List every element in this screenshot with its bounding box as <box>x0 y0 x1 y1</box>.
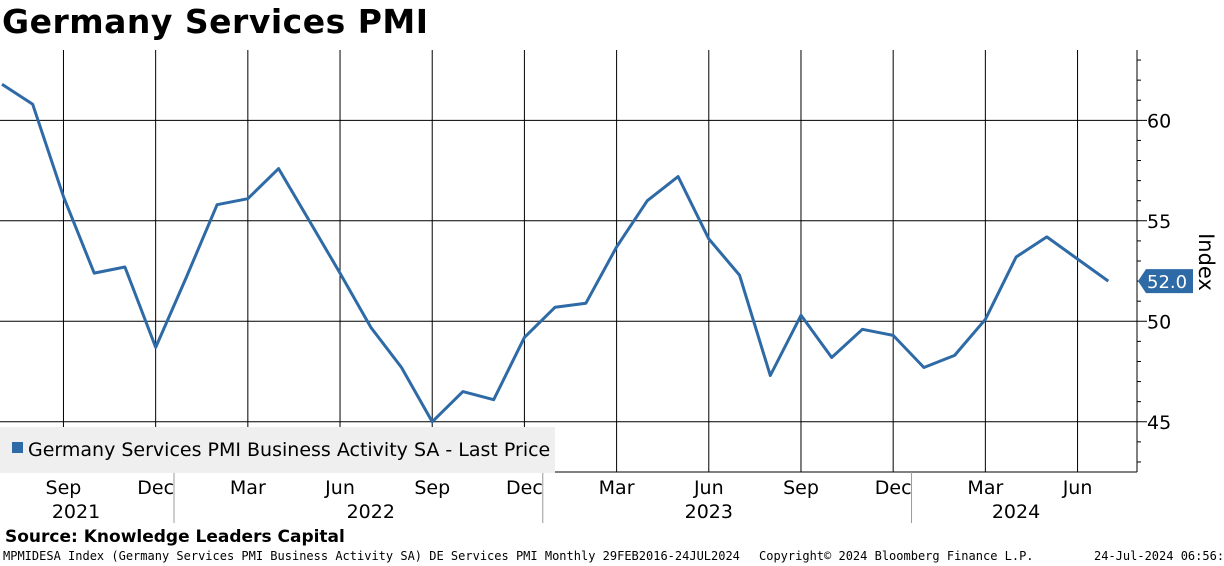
legend-swatch <box>12 442 23 453</box>
series-lines <box>1 82 1110 424</box>
source-note: Source: Knowledge Leaders Capital <box>5 527 345 547</box>
legend: Germany Services PMI Business Activity S… <box>0 427 555 473</box>
legend-entry: Germany Services PMI Business Activity S… <box>28 439 550 461</box>
horizontal-gridlines <box>0 119 1147 423</box>
footer-timestamp: 24-Jul-2024 06:56:02 <box>1094 549 1224 563</box>
x-tick-label: Dec <box>506 477 543 499</box>
x-tick-label: Jun <box>693 477 724 499</box>
y-axis-label: Index <box>1194 233 1218 291</box>
x-tick-label: Sep <box>783 477 819 499</box>
year-labels: 2021 2022 2023 2024 <box>52 472 1040 523</box>
year-label: 2021 <box>52 501 100 523</box>
year-label: 2024 <box>992 501 1040 523</box>
y-tick-label: 55 <box>1147 211 1171 233</box>
y-tick-label: 60 <box>1147 110 1171 132</box>
y-tick-label: 45 <box>1147 412 1171 434</box>
year-label: 2022 <box>347 501 395 523</box>
x-tick-label: Dec <box>137 477 174 499</box>
footer-copyright: Copyright© 2024 Bloomberg Finance L.P. <box>759 549 1034 563</box>
last-value-marker: 52.0 <box>1138 269 1193 294</box>
y-axis <box>0 50 1141 473</box>
x-tick-label: Mar <box>599 477 635 499</box>
x-tick-label: Mar <box>230 477 266 499</box>
x-tick-label: Mar <box>967 477 1003 499</box>
last-value-label: 52.0 <box>1147 272 1187 293</box>
x-tick-label: Sep <box>46 477 82 499</box>
y-tick-labels: 45 50 55 60 <box>1147 110 1171 433</box>
last-value-badge <box>1138 269 1193 294</box>
vertical-gridlines <box>62 50 1079 472</box>
series-line <box>1 82 1110 424</box>
x-tick-label: Sep <box>414 477 450 499</box>
x-tick-label: Dec <box>875 477 912 499</box>
footer-ticker-info: MPMIDESA Index (Germany Services PMI Bus… <box>3 549 740 563</box>
x-tick-labels: Sep Dec Mar Jun Sep Dec Mar Jun Sep Dec Mar Jun <box>46 477 1093 499</box>
x-tick-label: Jun <box>1062 477 1093 499</box>
chart-title: Germany Services PMI <box>2 2 429 41</box>
x-tick-label: Jun <box>324 477 355 499</box>
y-tick-label: 50 <box>1147 311 1171 333</box>
year-label: 2023 <box>685 501 733 523</box>
legend-box <box>0 427 555 473</box>
